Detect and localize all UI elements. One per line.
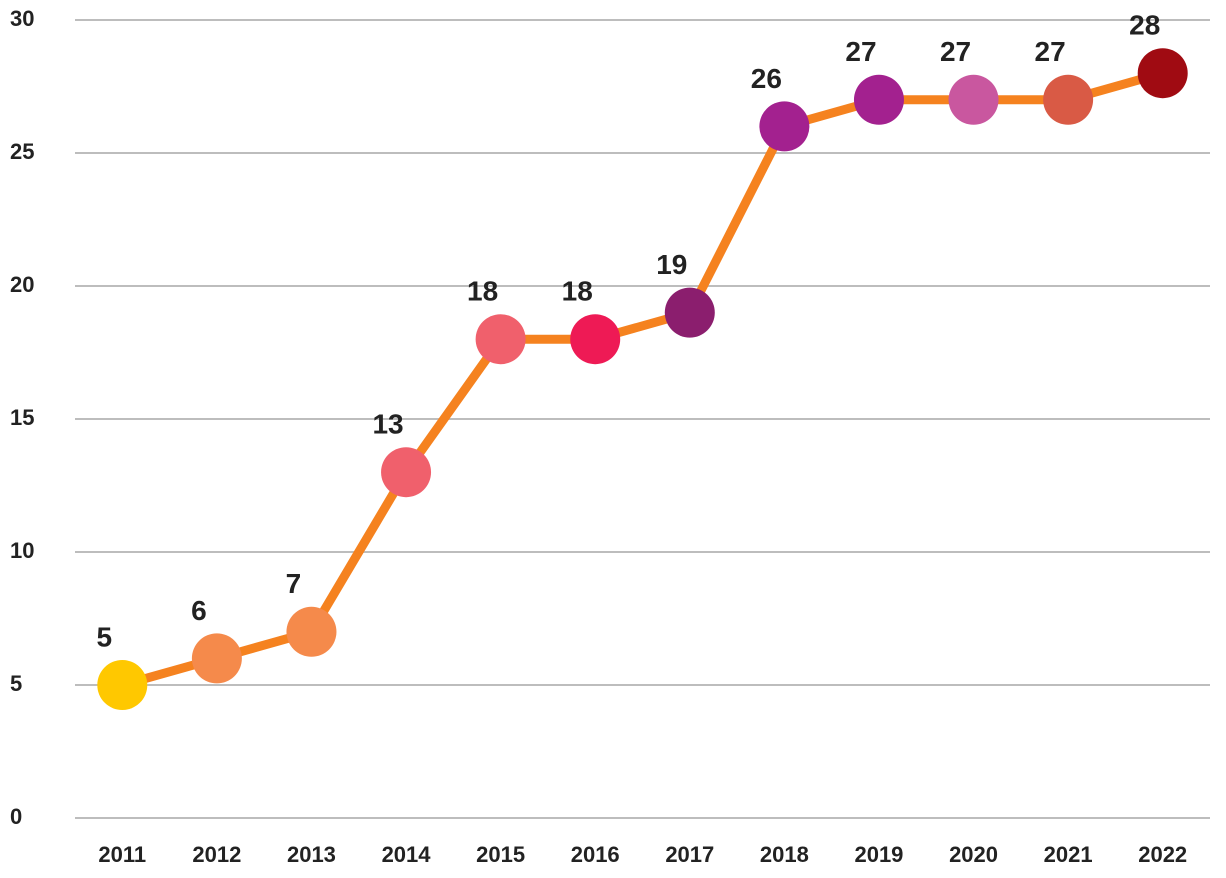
- data-label: 28: [1129, 10, 1160, 41]
- data-label: 13: [372, 409, 403, 440]
- data-label: 18: [467, 276, 498, 307]
- y-tick-label: 0: [10, 804, 22, 829]
- data-label: 27: [940, 36, 971, 67]
- x-tick-label: 2017: [665, 842, 714, 867]
- data-label: 27: [1035, 36, 1066, 67]
- data-label: 5: [97, 621, 113, 652]
- point: [853, 74, 904, 125]
- line: [121, 68, 1164, 690]
- point: [948, 74, 999, 125]
- x-tick-label: 2018: [760, 842, 809, 867]
- y-tick-label: 15: [10, 405, 34, 430]
- data-label: 27: [845, 36, 876, 67]
- x-tick-label: 2011: [98, 842, 146, 867]
- x-tick-label: 2019: [854, 842, 903, 867]
- data-label: 26: [751, 63, 782, 94]
- x-tick-label: 2022: [1138, 842, 1187, 867]
- y-tick-label: 25: [10, 139, 34, 164]
- point: [759, 101, 810, 152]
- x-tick-label: 2016: [571, 842, 620, 867]
- data-label: 7: [286, 568, 302, 599]
- x-tick-label: 2021: [1044, 842, 1093, 867]
- point: [286, 606, 337, 657]
- x-tick-label: 2014: [382, 842, 432, 867]
- point: [191, 633, 242, 684]
- point: [97, 660, 148, 710]
- x-tick-label: 2013: [287, 842, 336, 867]
- y-tick-label: 10: [10, 538, 34, 563]
- point: [1043, 74, 1094, 125]
- y-tick-label: 20: [10, 272, 34, 297]
- data-label: 18: [562, 276, 593, 307]
- point: [381, 447, 432, 498]
- x-tick-label: 2020: [949, 842, 998, 867]
- x-tick-label: 2012: [192, 842, 241, 867]
- point: [570, 314, 621, 365]
- y-tick-label: 30: [10, 6, 34, 31]
- point: [664, 287, 715, 338]
- point: [475, 314, 526, 365]
- x-tick-label: 2015: [476, 842, 525, 867]
- data-label: 19: [656, 249, 687, 280]
- y-tick-label: 5: [10, 671, 22, 696]
- point: [1137, 48, 1188, 99]
- data-label: 6: [191, 595, 207, 626]
